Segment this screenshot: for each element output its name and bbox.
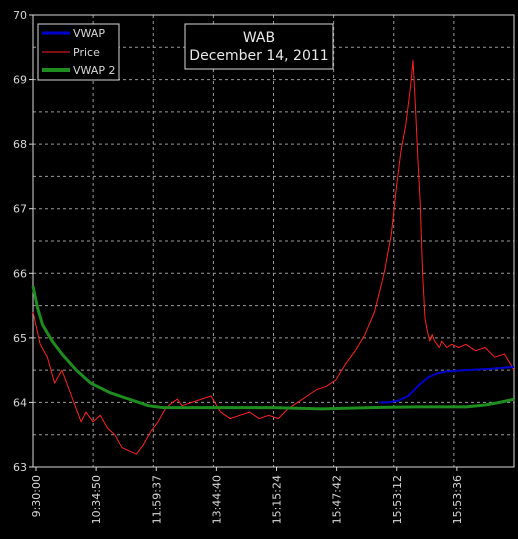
x-tick-label: 10:34:50 xyxy=(90,475,103,524)
legend: VWAP Price VWAP 2 xyxy=(37,23,120,81)
y-tick-label: 69 xyxy=(13,74,27,87)
series-line-vwap xyxy=(379,365,515,404)
title-box-frame xyxy=(184,23,334,70)
x-tick-label: 11:59:37 xyxy=(150,475,163,524)
x-tick-label: 9:30:00 xyxy=(30,475,43,517)
x-tick-label: 13:44:40 xyxy=(210,475,223,524)
y-tick-label: 67 xyxy=(13,203,27,216)
y-tick-label: 65 xyxy=(13,332,27,345)
x-tick-label: 15:15:24 xyxy=(271,475,284,524)
axis-layer: 63 64 65 66 67 68 69 70 9:30:00 10:34:50 11:59:37 1… xyxy=(13,9,515,524)
series-layer xyxy=(31,59,515,455)
chart-subtitle: December 14, 2011 xyxy=(189,48,328,64)
y-tick-label: 70 xyxy=(13,9,27,22)
legend-label-price: Price xyxy=(73,46,100,59)
x-tick-label: 15:53:12 xyxy=(391,475,404,524)
plot-frame xyxy=(32,14,515,468)
x-tick-label: 15:47:42 xyxy=(331,475,344,524)
x-tick-label: 15:53:36 xyxy=(451,475,464,524)
y-tick-label: 68 xyxy=(13,138,27,151)
y-tick-label: 64 xyxy=(13,396,27,409)
title-box: WAB December 14, 2011 xyxy=(184,23,334,70)
legend-label-vwap2: VWAP 2 xyxy=(73,64,115,77)
series-line-price xyxy=(32,59,515,455)
legend-label-vwap: VWAP xyxy=(73,27,105,40)
chart-title: WAB xyxy=(243,30,275,46)
y-tick-label: 66 xyxy=(13,267,27,280)
y-tick-label: 63 xyxy=(13,461,27,474)
series-line-vwap-2 xyxy=(31,285,515,411)
